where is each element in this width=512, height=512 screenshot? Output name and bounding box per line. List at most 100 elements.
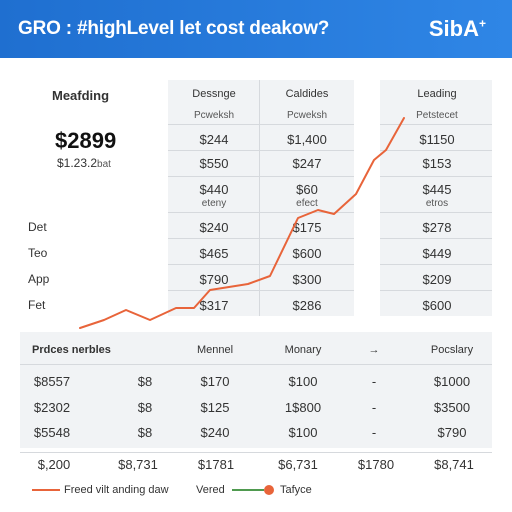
bottom-header-line bbox=[20, 364, 492, 365]
col1-subheader: Pcweksh bbox=[193, 110, 234, 121]
col3-header: Leading bbox=[417, 88, 457, 100]
bottom-r1-c1: $8557 bbox=[33, 374, 71, 389]
row-label-fet: Fet bbox=[28, 298, 46, 312]
col1-row6: $790 bbox=[199, 272, 229, 287]
bottom-header-1: Prdces nerbles bbox=[32, 344, 111, 356]
col2-header: Caldides bbox=[285, 88, 329, 100]
legend-item-1[interactable]: Freed vilt anding daw bbox=[32, 484, 169, 496]
col3-row2: $153 bbox=[422, 156, 452, 171]
legend-swatch-green bbox=[232, 489, 264, 492]
col2-row4: $175 bbox=[292, 220, 322, 235]
col1-row1: $244 bbox=[199, 132, 229, 147]
footer-c5: $1780 bbox=[357, 457, 395, 472]
footer-c6: $8,741 bbox=[434, 457, 474, 472]
footer-c2: $8,731 bbox=[118, 457, 158, 472]
bottom-r3-c4: $100 bbox=[288, 425, 318, 440]
row-sep-r5 bbox=[380, 264, 492, 265]
row-sep-r4 bbox=[380, 238, 492, 239]
row-sep-r6 bbox=[380, 290, 492, 291]
bottom-r3-c5: - bbox=[371, 425, 377, 440]
col2-row5: $600 bbox=[292, 246, 322, 261]
header-bar: GRO : #highLevel let cost deakow? SibA+ bbox=[0, 0, 512, 58]
col3-row7: $600 bbox=[422, 298, 452, 313]
row-sep-r1 bbox=[380, 150, 492, 151]
bottom-r1-c2: $8 bbox=[137, 374, 153, 389]
row-label-det: Det bbox=[28, 220, 47, 234]
col1-row7: $317 bbox=[199, 298, 229, 313]
col1-row2: $550 bbox=[199, 156, 229, 171]
col2-row1: $1,400 bbox=[287, 132, 327, 147]
col3-subheader: Petstecet bbox=[416, 110, 458, 121]
row-sep-1 bbox=[168, 150, 354, 151]
row-sep-r2 bbox=[380, 176, 492, 177]
col2-subheader: Pcweksh bbox=[286, 110, 327, 121]
top-table-header-line bbox=[168, 124, 354, 125]
row-sep-4 bbox=[168, 238, 354, 239]
col1-header: Dessnge bbox=[192, 88, 236, 100]
bottom-r2-c5: - bbox=[371, 400, 377, 415]
bottom-r2-c2: $8 bbox=[137, 400, 153, 415]
top-table-divider bbox=[259, 80, 260, 316]
brand-name: SibA bbox=[428, 16, 479, 41]
col3-row4: $278 bbox=[422, 220, 452, 235]
row-sep-5 bbox=[168, 264, 354, 265]
col3-note: etros bbox=[425, 198, 449, 209]
legend-label-2: Vered bbox=[196, 484, 225, 496]
footer-c1: $,200 bbox=[37, 457, 71, 472]
bottom-r2-c1: $2302 bbox=[33, 400, 71, 415]
footer-c3: $1781 bbox=[197, 457, 235, 472]
col2-row6: $300 bbox=[292, 272, 322, 287]
legend-item-2[interactable]: Vered bbox=[196, 484, 225, 496]
sub-price-value: $1.23.2 bbox=[57, 156, 98, 170]
page-title: GRO : #highLevel let cost deakow? bbox=[18, 18, 330, 39]
footer-line bbox=[20, 452, 492, 453]
col2-row3: $60 bbox=[296, 182, 318, 197]
sub-price-suffix: bat bbox=[97, 159, 111, 170]
footer-c4: $6,731 bbox=[278, 457, 318, 472]
col1-note: eteny bbox=[201, 198, 227, 209]
col3-row5: $449 bbox=[422, 246, 452, 261]
col3-row6: $209 bbox=[422, 272, 452, 287]
row-label-teo: Teo bbox=[28, 246, 48, 260]
bottom-header-5: Pocslary bbox=[430, 344, 474, 356]
summary-price: $2899 bbox=[55, 128, 117, 153]
col3-row3: $445 bbox=[422, 182, 452, 197]
col2-row2: $247 bbox=[292, 156, 322, 171]
col2-note: efect bbox=[296, 198, 318, 209]
bottom-r3-c2: $8 bbox=[137, 425, 153, 440]
summary-sub-price: $1.23.2bat bbox=[57, 156, 111, 170]
col2-row7: $286 bbox=[292, 298, 322, 313]
bottom-r2-c6: $3500 bbox=[433, 400, 471, 415]
row-sep-2 bbox=[168, 176, 354, 177]
bottom-r2-c3: $125 bbox=[200, 400, 230, 415]
bottom-r3-c1: $5548 bbox=[33, 425, 71, 440]
row-sep-3 bbox=[168, 212, 354, 213]
row-sep-r3 bbox=[380, 212, 492, 213]
legend-label-3: Tafyce bbox=[280, 484, 312, 496]
col3-row1: $1150 bbox=[419, 132, 455, 147]
row-sep-6 bbox=[168, 290, 354, 291]
brand-mark: + bbox=[478, 16, 486, 31]
summary-heading: Meafding bbox=[52, 88, 110, 103]
bottom-r1-c5: - bbox=[371, 374, 377, 389]
top-table-header-line-right bbox=[380, 124, 492, 125]
legend-label-1: Freed vilt anding daw bbox=[64, 484, 169, 496]
col1-row3: $440 bbox=[199, 182, 229, 197]
bottom-r3-c6: $790 bbox=[437, 425, 467, 440]
col1-row5: $465 bbox=[199, 246, 229, 261]
bottom-r2-c4: 1$800 bbox=[284, 400, 322, 415]
row-label-app: App bbox=[28, 272, 50, 286]
bottom-table-panel bbox=[20, 332, 492, 448]
bottom-header-4: → bbox=[368, 344, 380, 356]
bottom-r1-c6: $1000 bbox=[433, 374, 471, 389]
bottom-header-3: Monary bbox=[284, 344, 322, 356]
bottom-r1-c4: $100 bbox=[288, 374, 318, 389]
bottom-r3-c3: $240 bbox=[200, 425, 230, 440]
legend-swatch-orange bbox=[32, 489, 60, 492]
legend-item-3[interactable]: Tafyce bbox=[232, 484, 312, 496]
col1-row4: $240 bbox=[199, 220, 229, 235]
bottom-r1-c3: $170 bbox=[200, 374, 230, 389]
legend-dot-icon bbox=[264, 485, 274, 496]
bottom-header-2: Mennel bbox=[196, 344, 234, 356]
brand-logo[interactable]: SibA+ bbox=[429, 16, 486, 42]
